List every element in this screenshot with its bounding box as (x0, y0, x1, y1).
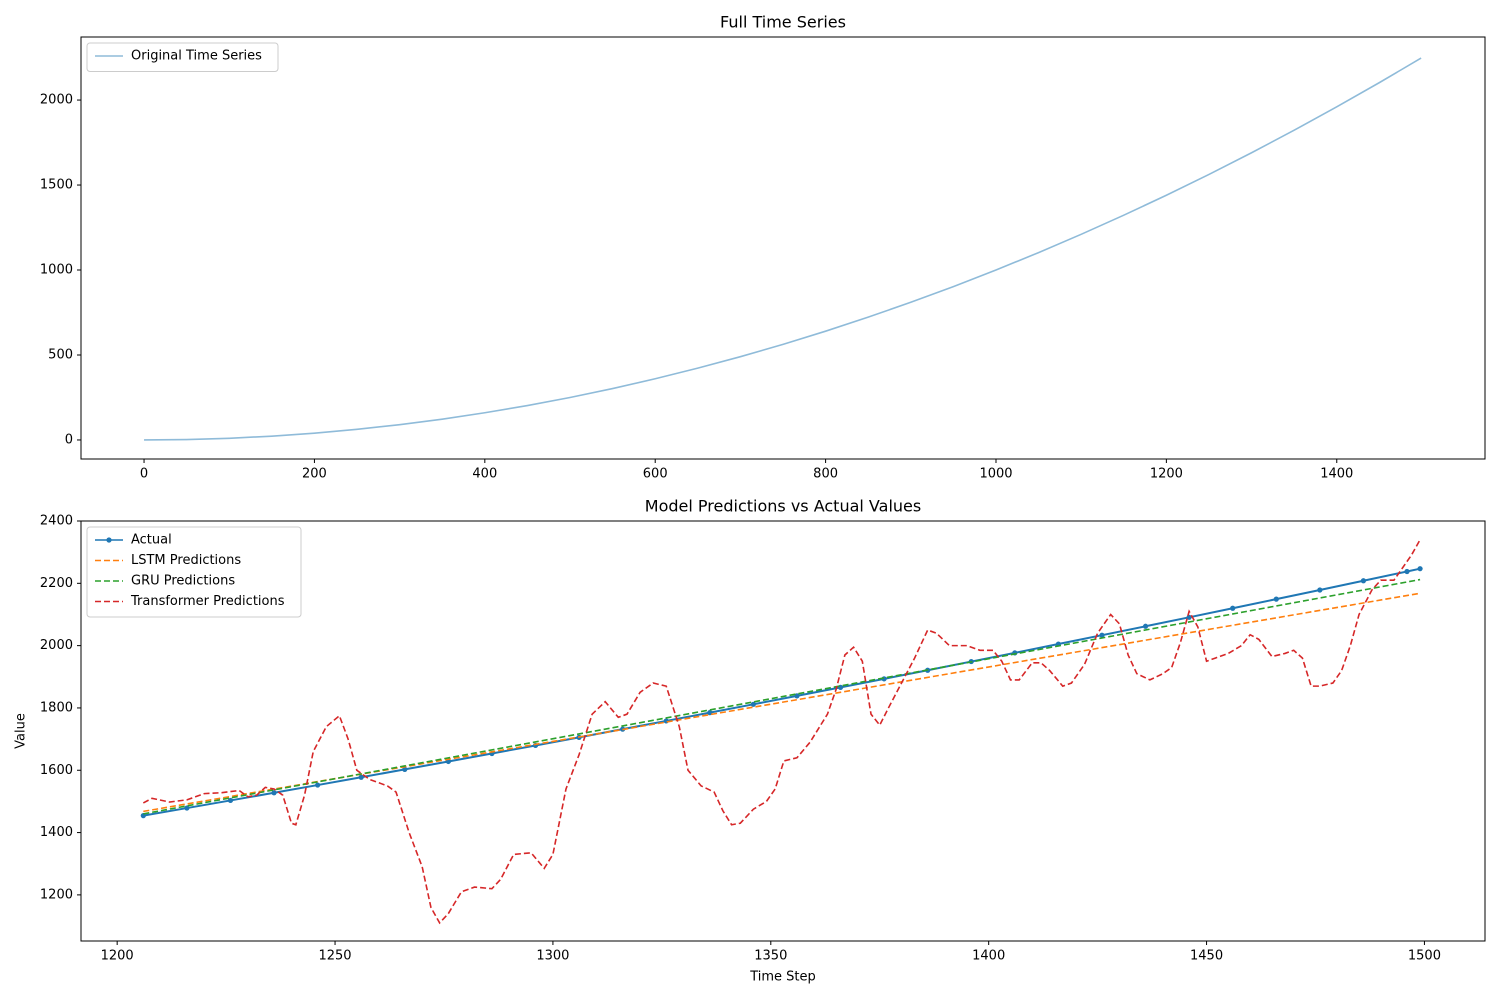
data-point (402, 766, 408, 772)
data-point (315, 782, 321, 788)
y-tick-label: 1800 (40, 700, 73, 715)
data-point (358, 774, 364, 780)
x-tick-label: 1300 (536, 949, 569, 964)
x-tick-label: 400 (472, 467, 497, 482)
y-tick-label: 1600 (40, 763, 73, 778)
series-line (143, 578, 1421, 815)
data-point (1317, 587, 1323, 593)
data-point (271, 790, 277, 796)
y-tick-label: 1400 (40, 825, 73, 840)
data-point (1273, 596, 1279, 602)
data-point (227, 797, 234, 804)
x-tick-label: 0 (140, 467, 148, 482)
series-line (142, 539, 1421, 925)
y-tick-label: 2400 (40, 514, 73, 529)
y-tick-label: 1200 (40, 887, 73, 902)
x-tick-label: 600 (643, 467, 668, 482)
y-tick-label: 2000 (40, 93, 73, 108)
legend-label: LSTM Predictions (131, 553, 241, 568)
legend-box (86, 526, 302, 618)
data-point (1404, 568, 1410, 575)
legend-box (86, 42, 279, 72)
legend-label: Actual (131, 533, 172, 548)
data-point (750, 701, 756, 707)
y-tick-label: 1500 (40, 178, 73, 193)
legend-label: Transformer Predictions (130, 594, 285, 609)
x-tick-label: 1200 (101, 949, 134, 964)
x-axis-label: Time Step (749, 970, 816, 985)
x-tick-label: 1400 (1320, 467, 1353, 482)
y-tick-label: 0 (65, 432, 73, 447)
x-tick-label: 1000 (979, 467, 1012, 482)
x-tick-label: 1350 (754, 949, 787, 964)
x-tick-label: 1500 (1408, 949, 1441, 964)
x-tick-label: 1450 (1190, 949, 1223, 964)
data-point (794, 693, 800, 699)
data-point (1186, 614, 1192, 620)
axes-frame (80, 520, 1486, 942)
x-tick-label: 200 (302, 467, 327, 482)
data-point (1099, 632, 1105, 638)
x-tick-label: 1200 (1150, 467, 1183, 482)
series-line (144, 57, 1422, 441)
legend-label: GRU Predictions (131, 574, 235, 589)
data-point (663, 718, 669, 724)
chart-title: Full Time Series (720, 13, 846, 32)
axes-frame (80, 36, 1486, 460)
chart-title: Model Predictions vs Actual Values (645, 497, 921, 516)
y-tick-label: 2000 (40, 638, 73, 653)
legend-marker (106, 537, 112, 543)
data-point (1230, 605, 1236, 611)
data-point (1417, 566, 1423, 572)
data-point (1142, 623, 1149, 629)
legend-label: Original Time Series (131, 49, 262, 64)
x-tick-label: 1250 (318, 949, 351, 964)
y-tick-label: 1000 (40, 263, 73, 278)
y-axis-label: Value (14, 713, 29, 749)
y-tick-label: 500 (48, 347, 73, 362)
x-tick-label: 1400 (972, 949, 1005, 964)
data-point (184, 805, 190, 811)
y-tick-label: 2200 (40, 576, 73, 591)
x-tick-label: 800 (813, 467, 838, 482)
data-point (1360, 578, 1367, 584)
